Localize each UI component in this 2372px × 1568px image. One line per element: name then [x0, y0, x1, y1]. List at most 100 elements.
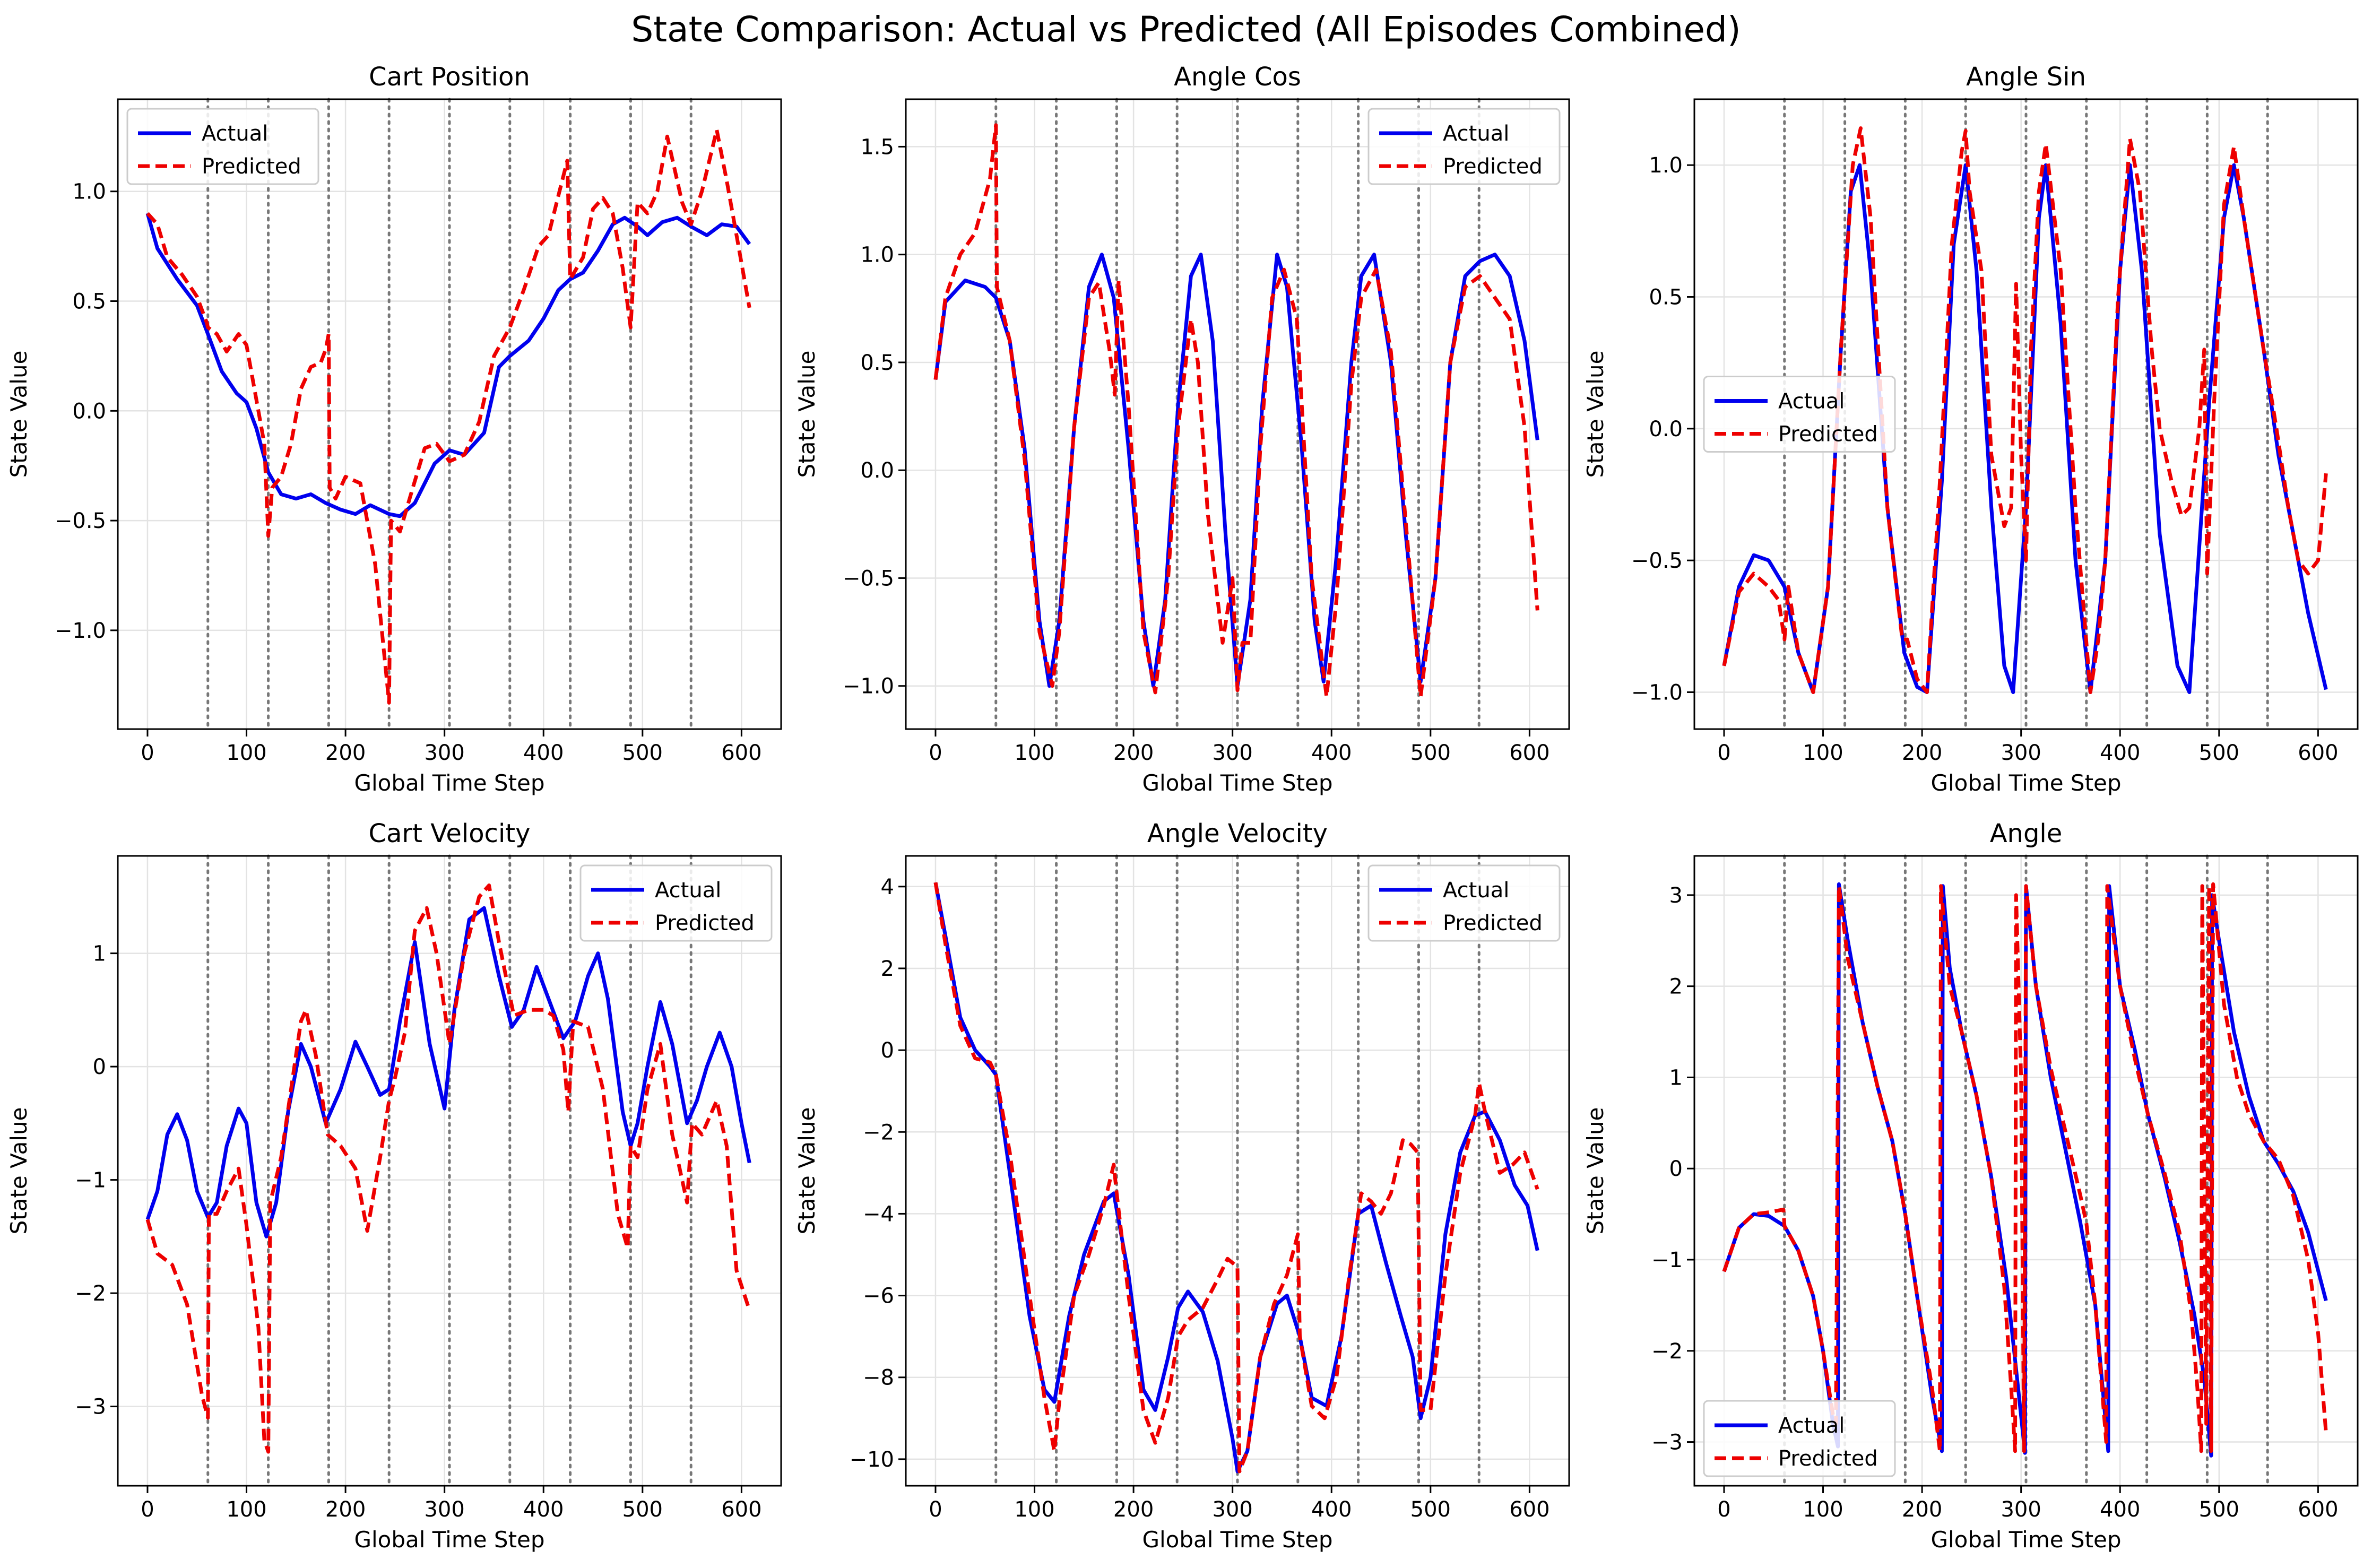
x-tick-label: 0: [141, 1497, 154, 1522]
subplot-title: Angle: [1990, 819, 2063, 848]
predicted-series-line: [146, 128, 751, 705]
x-tick-label: 0: [141, 741, 154, 765]
y-tick-label: −4: [863, 1202, 894, 1226]
x-axis-label: Global Time Step: [1931, 1527, 2121, 1553]
y-tick-label: 1: [1669, 1065, 1683, 1090]
subplot-angle-cos: 0 100 200 300 400 500 600 −1.0 −0.5 0.0 0.5 1.0 1.5 A…: [794, 62, 1570, 796]
y-tick-label: −2: [75, 1281, 106, 1306]
legend-label-predicted: Predicted: [1443, 911, 1543, 935]
legend: Actual Predicted: [126, 108, 319, 185]
subplot-title: Angle Sin: [1966, 62, 2086, 92]
x-tick-label: 600: [1509, 1497, 1549, 1522]
subplot-grid: 0 100 200 300 400 500 600−1.0−0.50.00.51.0Cart…: [6, 62, 2359, 1553]
y-tick-label: 0.0: [860, 458, 894, 483]
legend-label-predicted: Predicted: [1778, 422, 1878, 447]
y-tick-label: 1.0: [1649, 153, 1683, 178]
y-tick-label: −6: [863, 1284, 894, 1309]
x-axis-label: Global Time Step: [1142, 770, 1332, 796]
x-tick-label: 100: [1014, 1497, 1054, 1522]
x-tick-label: 300: [1212, 741, 1252, 765]
y-tick-label: −0.5: [843, 566, 894, 591]
x-tick-label: 500: [622, 1497, 663, 1522]
x-tick-label: 400: [2100, 741, 2140, 765]
y-tick-label: −1.0: [1631, 680, 1683, 705]
y-axis-label: State Value: [1582, 351, 1608, 478]
x-axis-label: Global Time Step: [354, 770, 544, 796]
x-tick-label: 300: [424, 741, 464, 765]
y-axis-label: State Value: [6, 351, 32, 478]
y-tick-label: 3: [1669, 883, 1683, 908]
y-tick-label: −2: [1651, 1339, 1683, 1364]
subplot-title: Angle Velocity: [1147, 819, 1328, 848]
axes-frame: [1693, 98, 2359, 730]
x-tick-label: 200: [325, 741, 366, 765]
y-tick-label: 1.5: [860, 135, 894, 159]
subplot-title: Angle Cos: [1174, 62, 1301, 92]
y-tick-label: 0: [881, 1038, 894, 1063]
y-tick-label: 1: [93, 942, 106, 966]
legend-label-actual: Actual: [655, 878, 721, 903]
y-tick-label: 0.5: [1649, 285, 1683, 309]
x-tick-label: 200: [325, 1497, 366, 1522]
y-tick-label: 0: [1669, 1157, 1683, 1181]
subplot-title: Cart Position: [369, 62, 530, 92]
x-tick-label: 400: [523, 1497, 564, 1522]
y-tick-label: −1: [1651, 1248, 1683, 1272]
x-tick-label: 200: [1902, 1497, 1942, 1522]
legend: Actual Predicted: [1367, 108, 1561, 185]
predicted-series-line: [145, 883, 751, 1454]
x-axis-label: Global Time Step: [1931, 770, 2121, 796]
x-tick-label: 200: [1113, 1497, 1154, 1522]
x-tick-label: 600: [2298, 741, 2338, 765]
predicted-series-line: [1722, 882, 2328, 1453]
x-axis-label: Global Time Step: [1142, 1527, 1332, 1553]
legend: Actual Predicted: [1703, 1400, 1896, 1477]
x-tick-label: 0: [1717, 1497, 1730, 1522]
axes-frame: [1693, 855, 2359, 1487]
y-tick-label: 4: [881, 875, 894, 899]
subplot-title: Cart Velocity: [368, 819, 530, 848]
x-tick-label: 300: [1212, 1497, 1252, 1522]
axes-frame: [905, 855, 1570, 1487]
y-tick-label: 2: [881, 957, 894, 981]
x-tick-label: 600: [2298, 1497, 2338, 1522]
legend-label-predicted: Predicted: [1443, 154, 1543, 179]
legend: Actual Predicted: [579, 864, 773, 942]
x-tick-label: 500: [2199, 1497, 2239, 1522]
y-tick-label: 2: [1669, 975, 1683, 999]
x-tick-label: 200: [1113, 741, 1154, 765]
x-tick-label: 600: [721, 1497, 761, 1522]
figure-suptitle: State Comparison: Actual vs Predicted (A…: [631, 9, 1741, 50]
legend-label-actual: Actual: [1443, 878, 1509, 903]
subplot-angle-velocity: 0 100 200 300 400 500 600 −10 −8 −6 −4 −2 0 2 4 Angle V…: [794, 819, 1570, 1553]
subplot-angle: 0 100 200 300 400 500 600 −3 −2 −1 0 1 2 3 Angle Global…: [1582, 819, 2359, 1553]
y-tick-label: −1.0: [55, 619, 106, 643]
x-tick-label: 600: [721, 741, 761, 765]
y-tick-label: 0: [93, 1055, 106, 1079]
actual-series-line: [145, 906, 751, 1238]
y-tick-label: −3: [1651, 1431, 1683, 1455]
legend-label-predicted: Predicted: [202, 154, 301, 179]
x-tick-label: 100: [1803, 1497, 1843, 1522]
axes-frame: [117, 98, 782, 730]
y-tick-label: 1.0: [72, 180, 106, 204]
x-tick-label: 400: [2100, 1497, 2140, 1522]
y-axis-label: State Value: [6, 1107, 32, 1235]
x-tick-label: 200: [1902, 741, 1942, 765]
y-tick-label: 0.0: [1649, 417, 1683, 441]
y-axis-label: State Value: [1582, 1107, 1608, 1235]
x-tick-label: 500: [1410, 1497, 1451, 1522]
subplot-angle-sin: 0 100 200 300 400 500 600 −1.0 −0.5 0.0 0.5 1.0 Angl…: [1582, 62, 2359, 796]
x-tick-label: 600: [1509, 741, 1549, 765]
legend-label-predicted: Predicted: [1778, 1446, 1878, 1471]
legend: Actual Predicted: [1703, 376, 1896, 453]
x-tick-label: 100: [1803, 741, 1843, 765]
x-tick-label: 100: [226, 741, 266, 765]
x-axis-label: Global Time Step: [354, 1527, 544, 1553]
y-tick-label: −10: [850, 1448, 894, 1472]
x-tick-label: 400: [1311, 741, 1352, 765]
legend-label-actual: Actual: [1778, 1414, 1845, 1438]
legend: Actual Predicted: [1367, 864, 1561, 942]
x-tick-label: 300: [424, 1497, 464, 1522]
